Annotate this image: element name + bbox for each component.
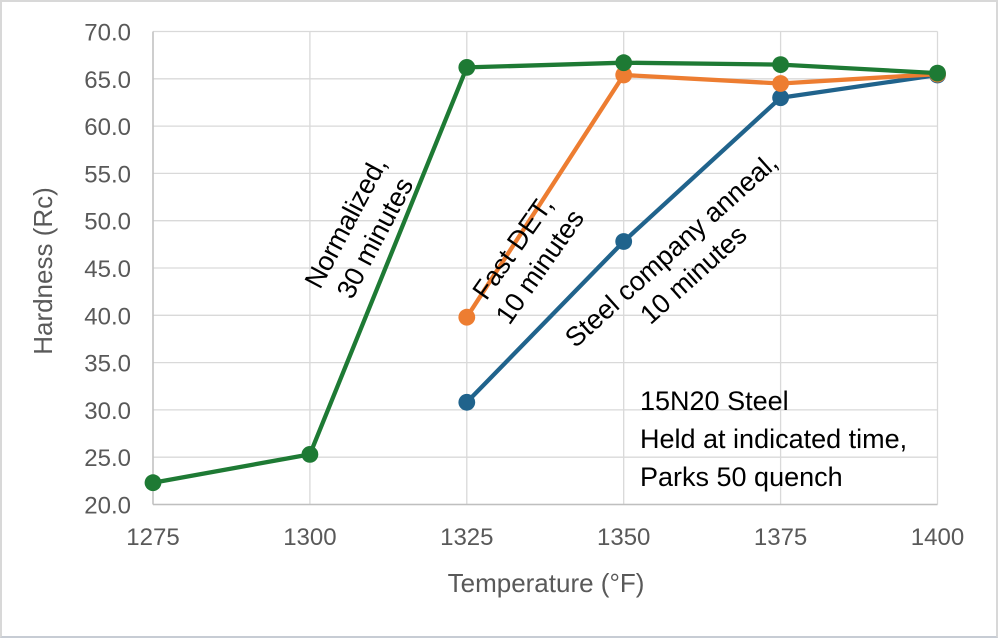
data-series bbox=[144, 54, 946, 492]
y-tick-label: 25.0 bbox=[84, 445, 131, 472]
y-tick-label: 35.0 bbox=[84, 351, 131, 378]
y-tick-label: 45.0 bbox=[84, 256, 131, 283]
data-point-fast-det bbox=[772, 75, 789, 92]
data-point-normalized bbox=[301, 446, 319, 463]
data-point-fast-det bbox=[458, 308, 476, 326]
y-tick-label: 60.0 bbox=[84, 114, 131, 141]
data-point-normalized bbox=[458, 59, 476, 76]
data-point-normalized bbox=[772, 56, 789, 73]
tick-labels: 20.0 25.0 30.0 35.0 40.0 45.0 50.0 55.0 60.0 65.0… bbox=[84, 20, 964, 552]
x-tick-label: 1375 bbox=[754, 524, 807, 551]
data-point-normalized bbox=[144, 474, 162, 492]
gridlines bbox=[152, 30, 939, 506]
series-line-steel-company-anneal bbox=[464, 72, 940, 405]
series-label-steel-company-anneal: Steel company anneal,10 minutes bbox=[559, 147, 805, 378]
annotation-line-3: Parks 50 quench bbox=[640, 462, 843, 492]
series-line-fast-det bbox=[464, 71, 940, 320]
annotation-line-1: 15N20 Steel bbox=[640, 386, 789, 416]
x-tick-label: 1350 bbox=[597, 524, 650, 551]
series-line-normalized bbox=[150, 60, 940, 485]
x-tick-label: 1275 bbox=[126, 524, 179, 551]
series-label-fast-det: Fast DET,10 minutes bbox=[463, 185, 590, 329]
annotation: 15N20 Steel Held at indicated time, Park… bbox=[640, 386, 907, 492]
y-tick-label: 40.0 bbox=[84, 303, 131, 330]
data-point-normalized bbox=[929, 64, 946, 82]
y-tick-label: 50.0 bbox=[84, 209, 131, 236]
series-label-normalized: Normalized,30 minutes bbox=[299, 152, 422, 309]
y-axis-title: Hardness (Rc) bbox=[28, 187, 58, 355]
y-tick-label: 65.0 bbox=[84, 67, 131, 94]
y-tick-label: 55.0 bbox=[84, 161, 131, 188]
x-axis-title: Temperature (°F) bbox=[448, 568, 645, 598]
annotation-line-2: Held at indicated time, bbox=[640, 424, 907, 454]
data-point-steel-company-anneal bbox=[772, 89, 789, 107]
data-point-steel-company-anneal bbox=[615, 233, 633, 250]
y-tick-label: 70.0 bbox=[84, 20, 131, 47]
x-tick-label: 1300 bbox=[283, 524, 336, 551]
x-tick-label: 1325 bbox=[440, 524, 493, 551]
data-point-normalized bbox=[615, 54, 633, 72]
x-tick-label: 1400 bbox=[911, 524, 964, 551]
data-point-fast-det bbox=[615, 66, 633, 84]
data-point-steel-company-anneal bbox=[458, 393, 476, 411]
y-tick-label: 30.0 bbox=[84, 398, 131, 425]
y-tick-label: 20.0 bbox=[84, 493, 131, 520]
